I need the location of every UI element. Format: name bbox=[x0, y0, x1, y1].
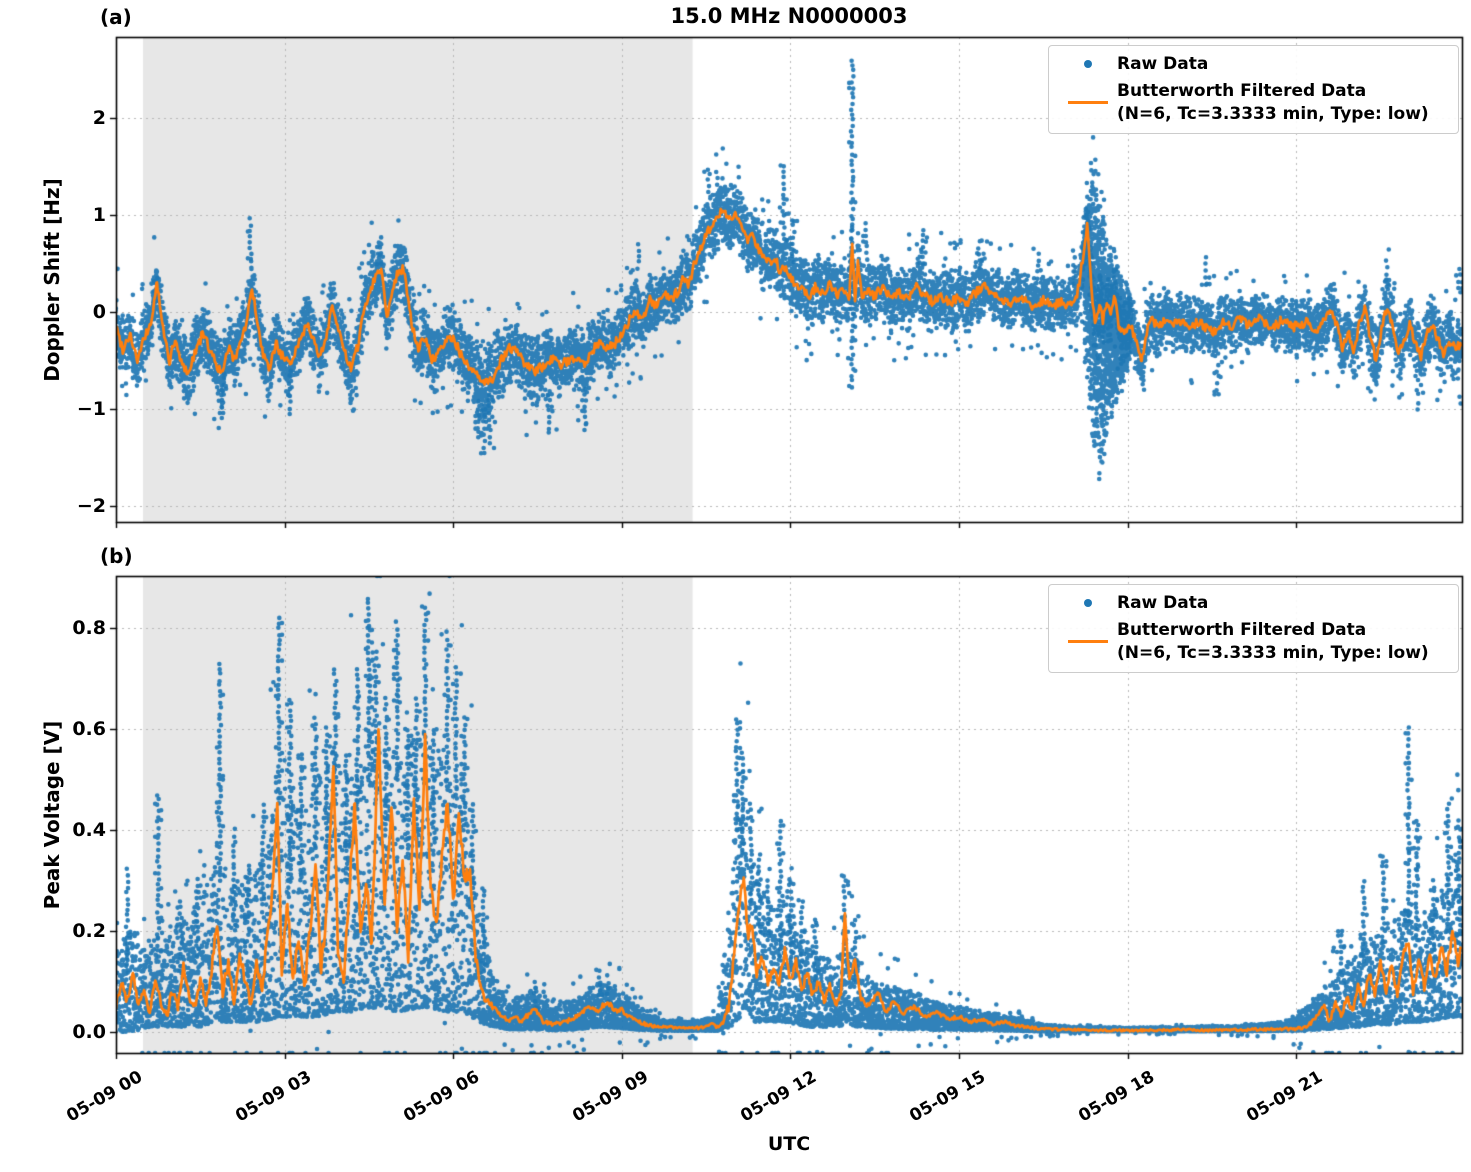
chart-canvas bbox=[0, 0, 1471, 1172]
figure-window: { "figure": { "title": "15.0 MHz N000000… bbox=[0, 0, 1471, 1172]
